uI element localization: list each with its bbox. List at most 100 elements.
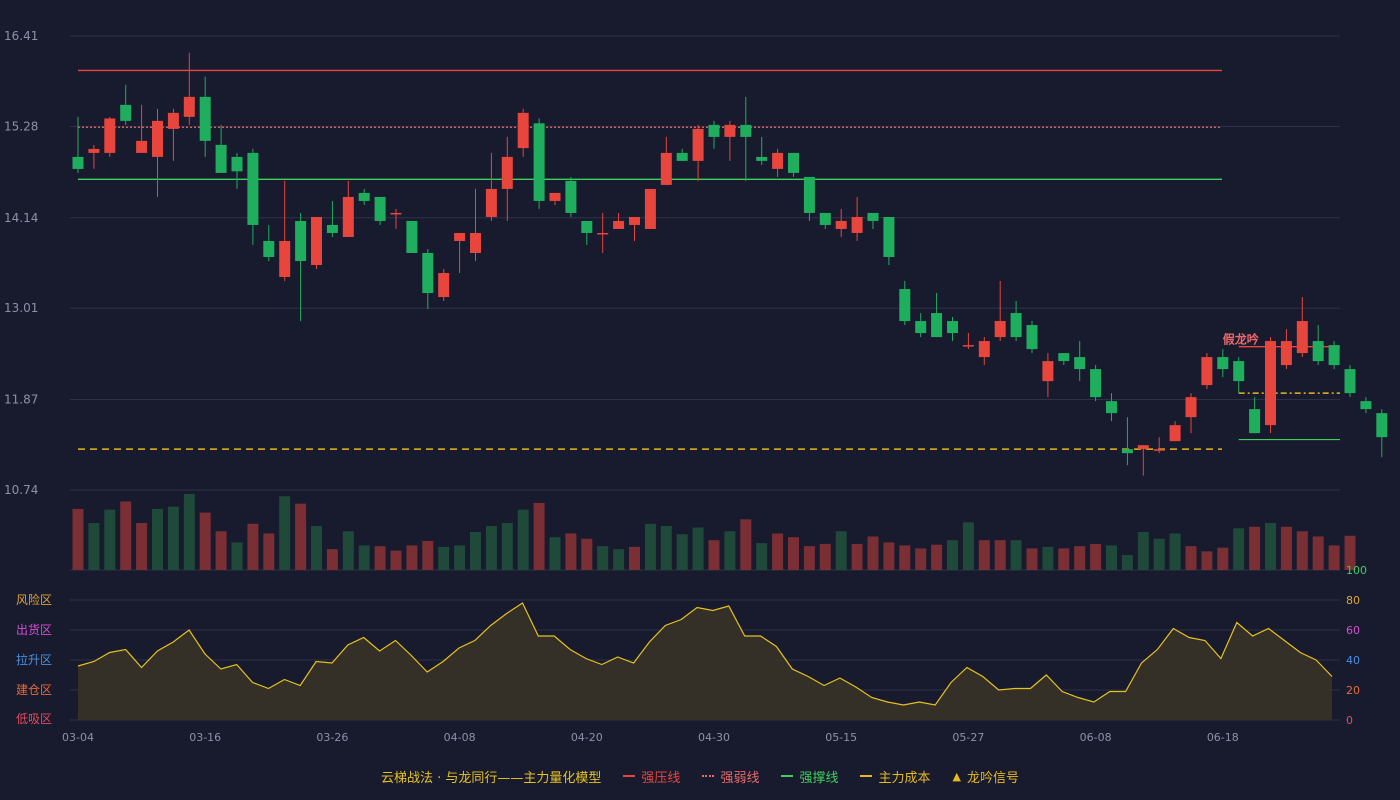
candle-body bbox=[263, 240, 275, 257]
volume-bar bbox=[1153, 538, 1165, 570]
candle-body bbox=[454, 232, 466, 241]
candle-body bbox=[644, 188, 656, 229]
candle-body bbox=[1121, 449, 1133, 454]
legend-strong-weak[interactable]: 强弱线 bbox=[702, 767, 759, 786]
volume-bar bbox=[962, 522, 974, 570]
indicator-tick-label: 60 bbox=[1346, 624, 1360, 637]
candle-body bbox=[549, 192, 561, 201]
candle-body bbox=[311, 216, 322, 266]
candle-body bbox=[883, 216, 895, 257]
volume-bar bbox=[899, 545, 911, 570]
candle-body bbox=[215, 144, 227, 173]
volume-bar bbox=[819, 543, 831, 570]
volume-bar bbox=[613, 549, 625, 570]
indicator-tick-label: 80 bbox=[1346, 594, 1360, 607]
volume-bar bbox=[1074, 546, 1086, 570]
legend-dragon-signal[interactable]: ▲ 龙吟信号 bbox=[952, 767, 1018, 786]
candle-body bbox=[152, 120, 163, 157]
stock-chart: 16.41 15.28 14.14 13.01 11.87 10.74 假龙吟 100 80 60… bbox=[4, 29, 1388, 744]
volume-bar bbox=[374, 546, 386, 570]
candle-body bbox=[326, 224, 338, 233]
volume-bar bbox=[1106, 545, 1117, 570]
price-tick-label: 11.87 bbox=[4, 393, 38, 407]
volume-bar bbox=[581, 538, 593, 570]
x-tick-label: 03-04 bbox=[62, 731, 94, 744]
candle-body bbox=[835, 220, 847, 229]
candle-body bbox=[247, 152, 259, 225]
volume-bar bbox=[1026, 548, 1038, 570]
volume-bar bbox=[120, 501, 132, 570]
candle-body bbox=[342, 196, 354, 237]
legend-main-cost-swatch bbox=[860, 775, 873, 777]
volume-bar bbox=[835, 531, 847, 570]
price-tick-label: 14.14 bbox=[4, 211, 38, 225]
candle-body bbox=[1185, 397, 1197, 418]
candle-body bbox=[120, 104, 132, 121]
candle-body bbox=[501, 156, 513, 189]
volume-bar bbox=[692, 527, 704, 570]
volume-bar bbox=[1344, 535, 1356, 570]
candle-body bbox=[1233, 361, 1245, 382]
candle-body bbox=[136, 140, 148, 153]
volume-bar bbox=[501, 523, 513, 570]
volume-bar bbox=[136, 523, 148, 570]
candle-body bbox=[756, 156, 768, 161]
candle-body bbox=[660, 152, 672, 185]
candle-body bbox=[692, 128, 704, 161]
volume-bar bbox=[517, 509, 529, 570]
volume-bar bbox=[1201, 551, 1213, 570]
volume-bar bbox=[342, 531, 354, 570]
price-tick-label: 15.28 bbox=[4, 119, 38, 133]
volume-bar bbox=[565, 533, 577, 570]
indicator-zone-label: 风险区 bbox=[16, 592, 52, 607]
price-tick-label: 13.01 bbox=[4, 301, 38, 315]
candle-body bbox=[1137, 445, 1149, 450]
volume-bar bbox=[994, 540, 1006, 570]
candle-body bbox=[994, 321, 1006, 338]
x-tick-label: 06-18 bbox=[1207, 731, 1239, 744]
candle-body bbox=[1217, 357, 1229, 370]
legend-main-cost[interactable]: 主力成本 bbox=[860, 767, 930, 786]
candle-body bbox=[1296, 321, 1308, 354]
volume-bar bbox=[1328, 545, 1340, 570]
volume-bar bbox=[183, 494, 195, 570]
indicator-area bbox=[78, 603, 1332, 720]
candle-body bbox=[1026, 325, 1038, 350]
x-tick-label: 03-16 bbox=[189, 731, 221, 744]
volume-bar bbox=[199, 512, 211, 570]
candle-body bbox=[962, 345, 974, 347]
indicator-zone-label: 建仓区 bbox=[16, 683, 52, 697]
legend-strong-pressure-label: 强压线 bbox=[641, 770, 681, 786]
indicator-zone-label: 出货区 bbox=[16, 622, 52, 637]
candle-body bbox=[358, 192, 370, 201]
candle-body bbox=[867, 212, 879, 221]
volume-bar bbox=[422, 540, 434, 570]
legend-strong-pressure-swatch bbox=[623, 775, 636, 777]
volume-bar bbox=[1137, 532, 1149, 570]
volume-bar bbox=[311, 526, 322, 570]
legend-strong-pressure[interactable]: 强压线 bbox=[623, 767, 680, 786]
candle-body bbox=[1010, 313, 1022, 338]
candle-body bbox=[1360, 401, 1372, 410]
candle-body bbox=[1201, 357, 1213, 386]
candle-body bbox=[1328, 345, 1340, 366]
indicator-tick-label: 40 bbox=[1346, 654, 1360, 667]
volume-bar bbox=[215, 531, 227, 570]
legend-strong-support[interactable]: 强撑线 bbox=[781, 767, 838, 786]
volume-bar bbox=[88, 523, 100, 570]
volume-bar bbox=[167, 506, 179, 570]
candle-body bbox=[422, 252, 434, 294]
indicator-line bbox=[77, 602, 1333, 706]
candle-body bbox=[772, 152, 784, 169]
candle-body bbox=[740, 124, 752, 137]
legend-strong-support-label: 强撑线 bbox=[799, 770, 839, 786]
indicator-tick-label: 0 bbox=[1346, 714, 1353, 727]
candle-body bbox=[803, 176, 815, 213]
volume-bar bbox=[1233, 528, 1245, 570]
volume-bar bbox=[104, 509, 116, 570]
candle-body bbox=[517, 112, 529, 149]
indicator-tick-label: 100 bbox=[1346, 564, 1367, 577]
indicator-zone-label: 拉升区 bbox=[16, 652, 52, 667]
volume-bar bbox=[470, 532, 481, 570]
candle-body bbox=[88, 148, 100, 153]
